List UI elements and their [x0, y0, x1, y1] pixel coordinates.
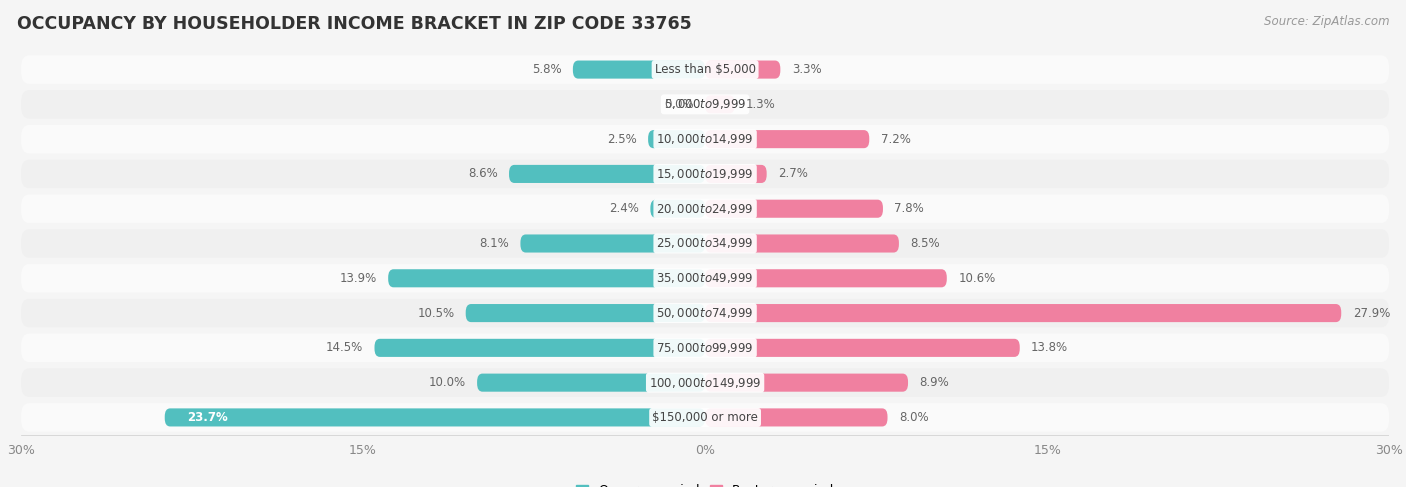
Text: 8.9%: 8.9% — [920, 376, 949, 389]
Text: 8.0%: 8.0% — [898, 411, 928, 424]
Text: 10.5%: 10.5% — [418, 307, 454, 319]
FancyBboxPatch shape — [706, 269, 946, 287]
Text: 13.8%: 13.8% — [1031, 341, 1069, 355]
Text: $75,000 to $99,999: $75,000 to $99,999 — [657, 341, 754, 355]
Text: OCCUPANCY BY HOUSEHOLDER INCOME BRACKET IN ZIP CODE 33765: OCCUPANCY BY HOUSEHOLDER INCOME BRACKET … — [17, 15, 692, 33]
FancyBboxPatch shape — [165, 409, 706, 427]
FancyBboxPatch shape — [706, 234, 898, 253]
Text: $150,000 or more: $150,000 or more — [652, 411, 758, 424]
Text: 2.7%: 2.7% — [778, 168, 808, 180]
FancyBboxPatch shape — [651, 200, 706, 218]
Text: 0.0%: 0.0% — [664, 98, 693, 111]
Text: 23.7%: 23.7% — [187, 411, 228, 424]
Text: 5.8%: 5.8% — [531, 63, 561, 76]
Text: 2.5%: 2.5% — [607, 132, 637, 146]
FancyBboxPatch shape — [21, 264, 1389, 293]
FancyBboxPatch shape — [477, 374, 706, 392]
Text: Less than $5,000: Less than $5,000 — [655, 63, 755, 76]
Text: 2.4%: 2.4% — [609, 202, 638, 215]
FancyBboxPatch shape — [21, 56, 1389, 84]
FancyBboxPatch shape — [21, 125, 1389, 153]
Text: 10.6%: 10.6% — [959, 272, 995, 285]
FancyBboxPatch shape — [706, 130, 869, 148]
Text: $10,000 to $14,999: $10,000 to $14,999 — [657, 132, 754, 146]
Text: $50,000 to $74,999: $50,000 to $74,999 — [657, 306, 754, 320]
Text: 7.2%: 7.2% — [880, 132, 911, 146]
Text: 27.9%: 27.9% — [1353, 307, 1391, 319]
Text: 10.0%: 10.0% — [429, 376, 465, 389]
Text: $5,000 to $9,999: $5,000 to $9,999 — [664, 97, 747, 112]
Text: 8.5%: 8.5% — [910, 237, 941, 250]
FancyBboxPatch shape — [21, 160, 1389, 188]
FancyBboxPatch shape — [706, 304, 1341, 322]
FancyBboxPatch shape — [706, 200, 883, 218]
FancyBboxPatch shape — [572, 60, 706, 78]
Text: Source: ZipAtlas.com: Source: ZipAtlas.com — [1264, 15, 1389, 28]
Text: $100,000 to $149,999: $100,000 to $149,999 — [650, 375, 761, 390]
FancyBboxPatch shape — [21, 334, 1389, 362]
Text: 13.9%: 13.9% — [339, 272, 377, 285]
Text: $35,000 to $49,999: $35,000 to $49,999 — [657, 271, 754, 285]
FancyBboxPatch shape — [21, 229, 1389, 258]
FancyBboxPatch shape — [374, 339, 706, 357]
FancyBboxPatch shape — [21, 368, 1389, 397]
Text: 14.5%: 14.5% — [326, 341, 363, 355]
FancyBboxPatch shape — [706, 60, 780, 78]
Text: 1.3%: 1.3% — [747, 98, 776, 111]
FancyBboxPatch shape — [21, 299, 1389, 327]
FancyBboxPatch shape — [21, 194, 1389, 223]
Text: 7.8%: 7.8% — [894, 202, 924, 215]
FancyBboxPatch shape — [706, 374, 908, 392]
FancyBboxPatch shape — [520, 234, 706, 253]
FancyBboxPatch shape — [509, 165, 706, 183]
Text: $20,000 to $24,999: $20,000 to $24,999 — [657, 202, 754, 216]
FancyBboxPatch shape — [706, 95, 735, 113]
Text: $15,000 to $19,999: $15,000 to $19,999 — [657, 167, 754, 181]
FancyBboxPatch shape — [648, 130, 706, 148]
FancyBboxPatch shape — [388, 269, 706, 287]
FancyBboxPatch shape — [706, 339, 1019, 357]
Text: $25,000 to $34,999: $25,000 to $34,999 — [657, 237, 754, 250]
FancyBboxPatch shape — [706, 165, 766, 183]
FancyBboxPatch shape — [706, 409, 887, 427]
Legend: Owner-occupied, Renter-occupied: Owner-occupied, Renter-occupied — [571, 479, 839, 487]
Text: 8.6%: 8.6% — [468, 168, 498, 180]
FancyBboxPatch shape — [21, 403, 1389, 431]
Text: 3.3%: 3.3% — [792, 63, 821, 76]
Text: 8.1%: 8.1% — [479, 237, 509, 250]
FancyBboxPatch shape — [465, 304, 706, 322]
FancyBboxPatch shape — [21, 90, 1389, 119]
